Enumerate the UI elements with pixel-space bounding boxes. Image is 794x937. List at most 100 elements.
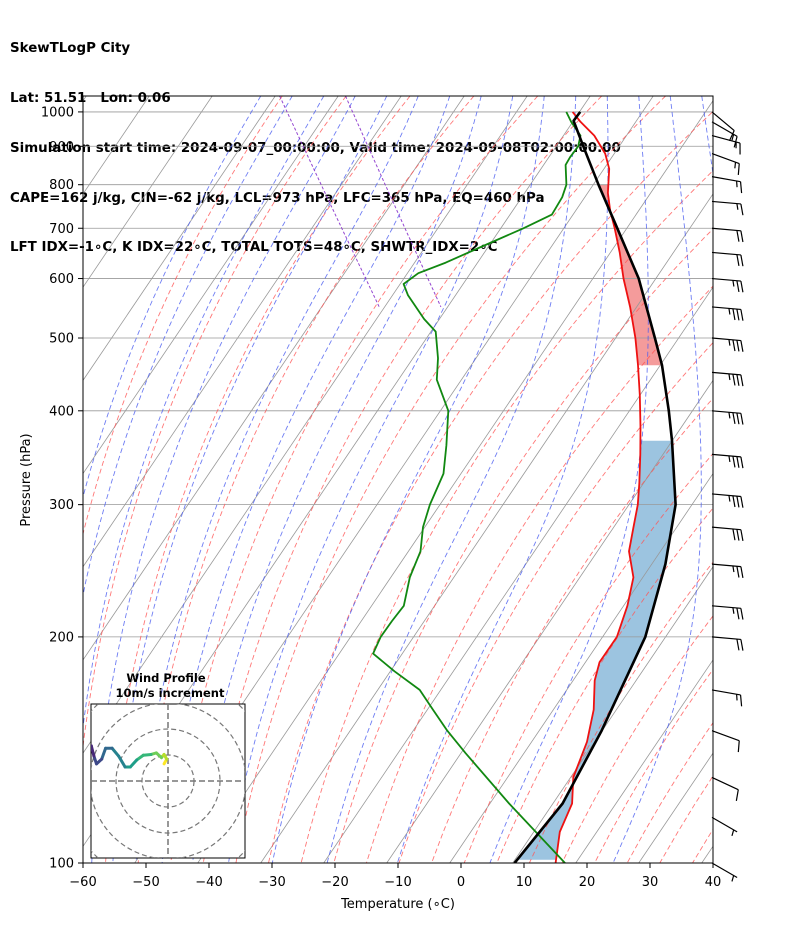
- x-tick-label: −60: [69, 875, 96, 890]
- dry-adiabat: [202, 96, 603, 863]
- barb-flag: [739, 694, 743, 707]
- dry-adiabat: [431, 397, 713, 863]
- wind-barb: [711, 251, 744, 267]
- location-line: Lat: 51.51 Lon: 0.06: [10, 90, 171, 106]
- x-tick-label: −20: [321, 875, 348, 890]
- dry-adiabat: [496, 507, 713, 863]
- moist-adiabat: [83, 96, 325, 731]
- x-tick-label: 20: [579, 875, 596, 890]
- hodograph-segment: [91, 744, 96, 758]
- barb-flag: [740, 496, 744, 508]
- barb-flag: [737, 163, 740, 175]
- wind-barb: [711, 410, 744, 425]
- chart-header: SkewTLogP City Lat: 51.51 Lon: 0.06 Simu…: [10, 8, 621, 274]
- wind-barb: [711, 121, 738, 148]
- wind-barb: [711, 636, 744, 651]
- isotherm-line: [197, 100, 713, 863]
- barb-flag: [740, 230, 744, 243]
- barb-flag: [736, 496, 740, 508]
- barb-half-flag: [728, 455, 731, 463]
- wind-barb: [711, 605, 744, 620]
- barb-half-flag: [734, 162, 737, 169]
- barb-flag: [732, 339, 736, 352]
- dry-adiabat: [83, 96, 347, 750]
- dry-adiabat: [137, 96, 475, 863]
- barb-shaft: [711, 730, 740, 742]
- y-tick-label: 500: [49, 332, 74, 347]
- y-tick-label: 1000: [41, 105, 74, 120]
- barb-shaft: [711, 111, 735, 132]
- wind-barb: [711, 153, 740, 175]
- barb-flag: [732, 495, 736, 508]
- barb-shaft: [711, 862, 738, 879]
- barb-flag: [732, 456, 736, 468]
- barb-half-flag: [732, 280, 735, 287]
- temperature-profile: [554, 111, 642, 863]
- wind-barb: [711, 176, 743, 194]
- dry-adiabat: [333, 228, 713, 863]
- moist-adiabat: [612, 96, 702, 863]
- barb-shaft: [711, 493, 741, 498]
- isotherm-line: [83, 96, 465, 661]
- y-tick-label: 700: [49, 222, 74, 237]
- wind-barb: [711, 862, 738, 882]
- wind-barb: [711, 776, 739, 802]
- dry-adiabat: [365, 285, 713, 863]
- moist-adiabat: [228, 96, 514, 863]
- wind-barb: [711, 200, 744, 216]
- moist-adiabat: [192, 96, 482, 863]
- barb-shaft: [711, 176, 741, 183]
- barb-half-flag: [732, 565, 735, 573]
- x-tick-label: 0: [457, 875, 465, 890]
- barb-flag: [740, 203, 744, 216]
- barb-flag: [740, 529, 744, 542]
- wind-barb: [711, 371, 744, 387]
- barb-flag: [740, 309, 744, 321]
- barb-flag: [735, 789, 739, 802]
- mixing-ratio-line: [279, 96, 380, 308]
- barb-half-flag: [732, 607, 735, 614]
- cape-shading: [517, 440, 676, 860]
- parcel-profile: [513, 111, 677, 863]
- moist-adiabat: [396, 96, 609, 863]
- isotherm-line: [83, 96, 339, 475]
- y-tick-label: 800: [49, 178, 74, 193]
- wind-barb: [711, 526, 744, 542]
- barb-half-flag: [736, 203, 739, 210]
- moist-adiabat: [489, 96, 649, 863]
- y-axis-ticks: 1000 900 800 700 600 500 400 300 200 100: [41, 105, 83, 872]
- dry-adiabat: [398, 341, 713, 863]
- barb-flag: [737, 740, 740, 753]
- barb-half-flag: [728, 412, 731, 419]
- hodograph-segment: [100, 746, 108, 761]
- barb-flag: [736, 340, 740, 352]
- isotherm-line: [260, 193, 713, 863]
- moist-adiabat: [112, 96, 388, 863]
- dewpoint-profile: [372, 111, 582, 863]
- wind-barbs: [711, 111, 744, 882]
- y-tick-label: 400: [49, 404, 74, 419]
- barb-half-flag: [731, 875, 735, 882]
- barb-flag: [739, 181, 743, 194]
- barb-shaft: [711, 277, 741, 282]
- barb-flag: [736, 308, 740, 321]
- barb-flag: [736, 280, 740, 293]
- barb-shaft: [711, 636, 741, 641]
- barb-flag: [732, 308, 736, 321]
- moist-adiabat: [161, 96, 451, 863]
- barb-shaft: [711, 371, 741, 376]
- isotherm-line: [765, 96, 794, 863]
- chart-title: SkewTLogP City: [10, 41, 131, 57]
- wind-barb: [711, 337, 744, 352]
- dry-adiabat: [561, 615, 713, 863]
- hodograph-inset: Wind Profile 10m/s increment: [90, 671, 246, 859]
- isotherm-line: [83, 96, 402, 568]
- barb-flag: [736, 230, 740, 242]
- y-tick-label: 300: [49, 498, 74, 513]
- wind-barb: [711, 306, 744, 321]
- hodograph-segment: [117, 754, 127, 769]
- wind-barb: [711, 111, 735, 142]
- dry-adiabat: [758, 96, 794, 863]
- moist-adiabat: [91, 96, 356, 863]
